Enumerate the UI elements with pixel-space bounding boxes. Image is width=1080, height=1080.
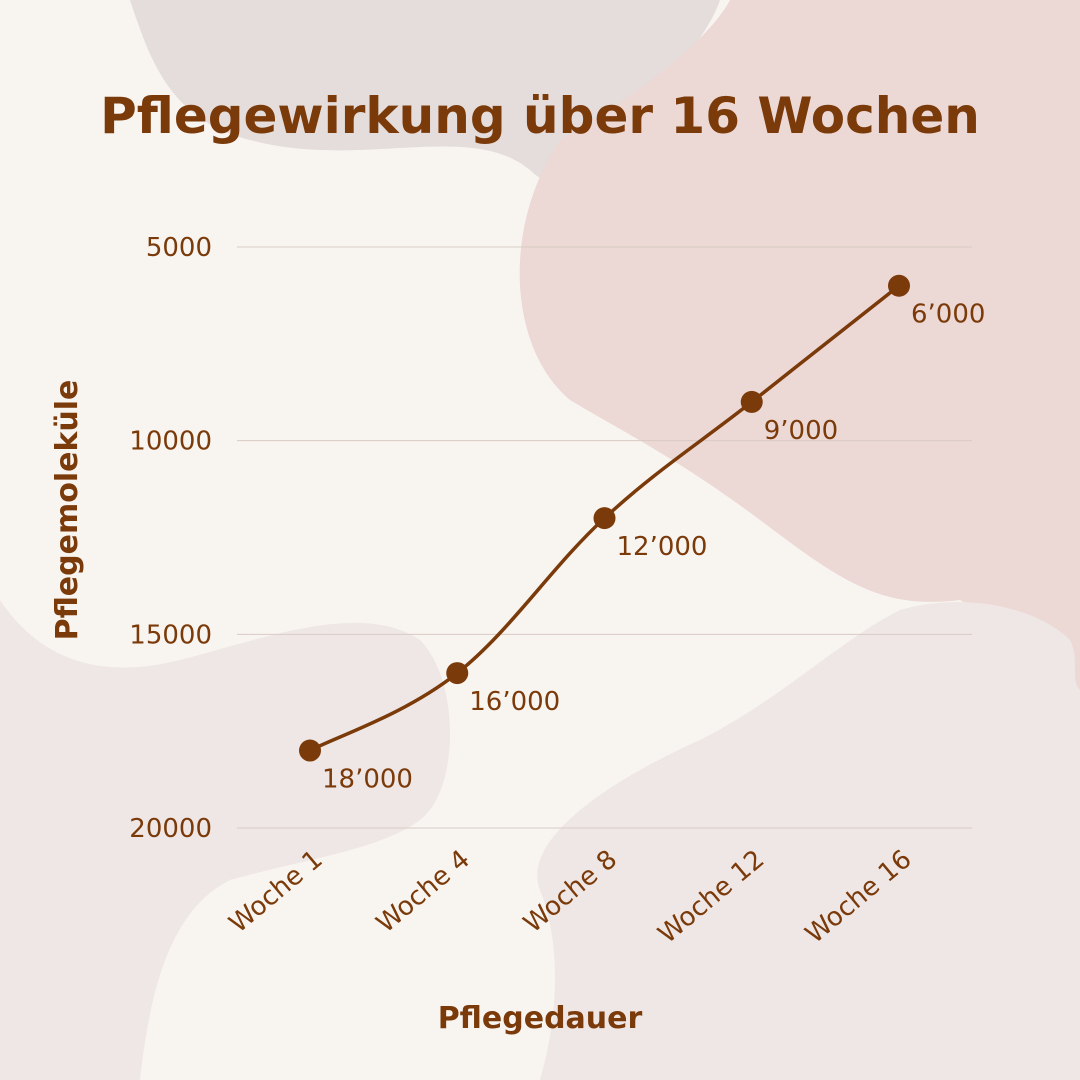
y-axis-title: Pflegemoleküle	[50, 380, 85, 641]
data-points	[299, 274, 910, 762]
gridlines	[237, 246, 972, 829]
data-point	[446, 662, 469, 685]
bg-blob-bottom-left	[0, 600, 450, 1080]
bg-blob-bottom-right	[537, 601, 1080, 1080]
data-point	[593, 507, 616, 530]
data-label: 16’000	[469, 687, 560, 717]
chart-title: Pflegewirkung über 16 Wochen	[100, 87, 980, 145]
y-tick-label: 5000	[146, 233, 212, 263]
data-point	[740, 390, 763, 413]
y-tick-label: 15000	[129, 620, 212, 650]
data-label: 18’000	[322, 765, 413, 795]
x-axis-title: Pflegedauer	[438, 1001, 643, 1036]
data-label: 9’000	[764, 416, 838, 446]
data-point	[888, 274, 910, 297]
y-axis-ticks: 5000 10000 15000 20000	[129, 233, 212, 844]
data-point	[299, 739, 321, 762]
y-tick-label: 10000	[129, 427, 212, 457]
data-label: 6’000	[911, 300, 985, 330]
x-tick-label: Woche 4	[371, 844, 476, 939]
data-label: 12’000	[617, 532, 708, 562]
bg-blob-right	[519, 0, 1080, 700]
data-labels: 18’000 16’000 12’000 9’000 6’000	[322, 300, 985, 795]
y-tick-label: 20000	[129, 814, 212, 844]
